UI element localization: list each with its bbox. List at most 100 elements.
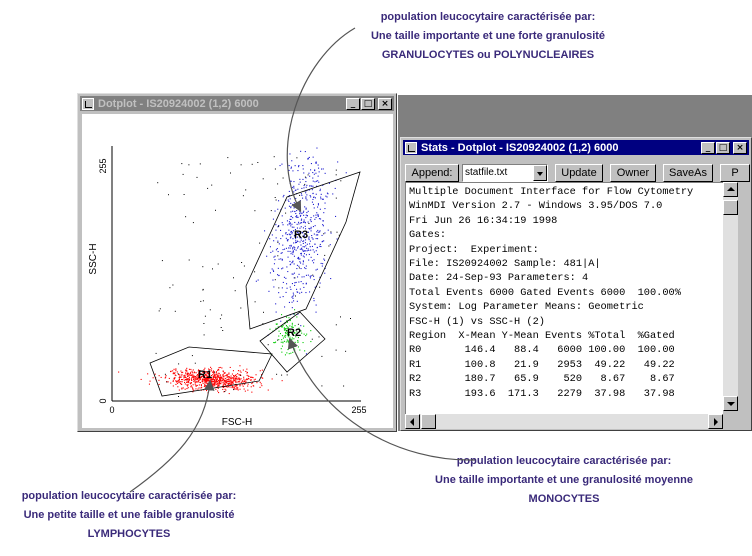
scatter-point-r1	[224, 383, 226, 385]
scatter-point-r2	[290, 352, 292, 354]
stats-titlebar[interactable]: Stats - Dotplot - IS20924002 (1,2) 6000 …	[403, 140, 749, 155]
scatter-point-r1	[190, 368, 192, 370]
scatter-point-r2	[289, 325, 291, 327]
scatter-point-r0	[277, 241, 279, 243]
scatter-point-r0	[202, 300, 204, 302]
scatter-point-r3	[296, 300, 298, 302]
scatter-point-r3	[295, 238, 297, 240]
scatter-point-r1	[181, 381, 183, 383]
horizontal-scrollbar[interactable]	[405, 414, 723, 429]
scatter-point-r2	[284, 336, 286, 338]
scatter-point-r3	[270, 251, 272, 253]
scatter-point-r3	[305, 274, 307, 276]
scatter-point-r3	[304, 151, 306, 153]
statfile-select[interactable]: statfile.txt	[462, 164, 548, 182]
scatter-point-r3	[315, 234, 317, 236]
scatter-point-r1	[215, 373, 217, 375]
scatter-point-r2	[293, 332, 295, 334]
scatter-point-r0	[222, 330, 224, 331]
horizontal-scroll-thumb[interactable]	[421, 414, 436, 429]
maximize-button[interactable]: □	[716, 141, 730, 154]
scatter-point-r1	[231, 383, 233, 385]
scroll-down-button[interactable]	[723, 396, 738, 411]
dotplot-window-icon[interactable]	[82, 97, 94, 110]
scatter-point-r3	[315, 172, 317, 174]
stats-window-icon[interactable]	[405, 141, 417, 154]
scatter-point-r3	[321, 168, 323, 170]
scatter-point-r0	[203, 334, 205, 336]
annotation-line: Une taille importante et une granulosité…	[435, 474, 693, 486]
scatter-point-r3	[272, 218, 274, 220]
scatter-point-r1	[219, 379, 221, 381]
scatter-point-r3	[302, 250, 304, 252]
scatter-point-r3	[289, 234, 291, 236]
maximize-button[interactable]: □	[361, 97, 375, 110]
print-button[interactable]: P	[720, 164, 750, 182]
dotplot-canvas[interactable]: SSC-H FSC-H 255 0 0 255 R1 R2 R3	[82, 114, 393, 428]
scatter-point-r3	[300, 214, 302, 216]
scatter-point-r1	[223, 378, 225, 380]
scatter-point-r1	[201, 381, 203, 383]
scatter-point-r1	[247, 383, 249, 385]
update-button[interactable]: Update	[555, 164, 603, 182]
scatter-point-r3	[275, 229, 277, 231]
scatter-point-r3	[293, 226, 295, 228]
scatter-point-r3	[297, 276, 299, 278]
scatter-point-r3	[277, 226, 279, 228]
scatter-point-r3	[311, 235, 313, 237]
close-button[interactable]: ×	[733, 141, 747, 154]
scatter-point-r3	[287, 224, 289, 226]
scatter-point-r1	[219, 380, 221, 382]
minimize-button[interactable]: _	[701, 141, 715, 154]
vertical-scrollbar[interactable]	[723, 182, 738, 411]
scatter-point-r0	[166, 381, 168, 383]
scatter-point-r0	[185, 216, 187, 218]
stats-window[interactable]: Stats - Dotplot - IS20924002 (1,2) 6000 …	[400, 137, 752, 431]
scatter-point-r2	[287, 331, 289, 333]
scatter-point-r1	[237, 380, 239, 382]
minimize-button[interactable]: _	[346, 97, 360, 110]
scatter-point-r1	[194, 376, 196, 378]
scatter-point-r2	[306, 333, 308, 335]
scatter-point-r1	[218, 367, 220, 369]
dotplot-titlebar[interactable]: Dotplot - IS20924002 (1,2) 6000 _ □ ×	[80, 96, 394, 111]
scatter-point-r1	[207, 372, 209, 374]
scatter-point-r3	[272, 250, 274, 252]
scatter-point-r1	[212, 371, 214, 373]
scatter-point-r1	[194, 383, 196, 385]
scatter-point-r1	[179, 378, 181, 380]
annotation-line: Une taille importante et une forte granu…	[370, 30, 606, 42]
scatter-point-r1	[178, 389, 180, 391]
append-button[interactable]: Append:	[405, 164, 459, 182]
scatter-point-r3	[303, 256, 305, 258]
scroll-up-button[interactable]	[723, 182, 738, 197]
scatter-point-r2	[285, 328, 287, 330]
chevron-down-icon[interactable]	[533, 165, 547, 181]
scatter-point-r1	[212, 374, 214, 376]
scatter-point-r1	[152, 377, 154, 379]
scatter-point-r3	[269, 272, 271, 274]
owner-button[interactable]: Owner	[610, 164, 656, 182]
scatter-point-r1	[213, 374, 215, 376]
scatter-point-r1	[235, 377, 237, 379]
scatter-point-r1	[239, 388, 241, 390]
scroll-left-button[interactable]	[405, 414, 420, 429]
scatter-point-r1	[243, 376, 245, 378]
scatter-point-r3	[319, 282, 321, 284]
scatter-point-r3	[309, 228, 311, 230]
scatter-point-r3	[278, 258, 280, 260]
close-button[interactable]: ×	[378, 97, 392, 110]
scatter-point-r3	[307, 221, 309, 223]
stats-text-pane[interactable]: Multiple Document Interface for Flow Cyt…	[405, 182, 723, 414]
scatter-point-r3	[306, 194, 308, 196]
scatter-point-r1	[214, 377, 216, 379]
scatter-point-r3	[293, 235, 295, 237]
saveas-button[interactable]: SaveAs	[663, 164, 713, 182]
scatter-point-r1	[218, 373, 220, 375]
scatter-point-r1	[187, 372, 189, 374]
scroll-right-button[interactable]	[708, 414, 723, 429]
scatter-point-r1	[229, 380, 231, 382]
vertical-scroll-thumb[interactable]	[723, 200, 738, 215]
dotplot-window[interactable]: Dotplot - IS20924002 (1,2) 6000 _ □ × SS…	[77, 93, 397, 432]
scatter-point-r3	[281, 252, 283, 254]
